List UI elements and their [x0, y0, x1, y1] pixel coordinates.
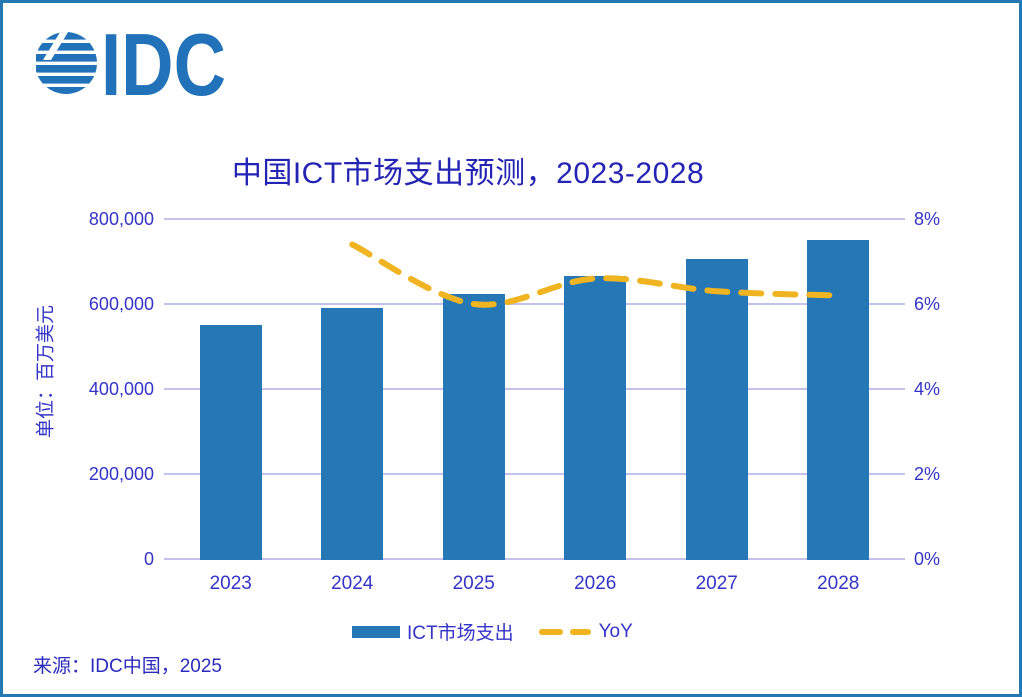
bar-2025	[442, 293, 505, 560]
x-axis-label: 2023	[209, 573, 252, 594]
left-tick-label: 0	[143, 549, 154, 569]
bar-2028	[807, 239, 870, 560]
bar-swatch	[352, 625, 400, 638]
legend: ICT市场支出 YoY	[352, 618, 633, 645]
gridline	[164, 218, 905, 220]
legend-label-yoy: YoY	[598, 620, 633, 642]
x-axis-label: 2027	[695, 573, 738, 594]
right-tick-label: 2%	[914, 464, 941, 484]
right-tick-label: 0%	[914, 549, 941, 569]
chart-title: 中国ICT市场支出预测，2023-2028	[231, 157, 705, 190]
globe-icon	[36, 32, 97, 94]
legend-item-yoy: YoY	[538, 621, 633, 643]
bar-2026	[564, 275, 627, 560]
x-axis-label: 2028	[817, 573, 860, 594]
x-axis-label: 2026	[574, 573, 617, 594]
right-tick-label: 8%	[914, 209, 941, 229]
legend-item-ict: ICT市场支出	[352, 618, 514, 645]
gridline	[164, 558, 905, 560]
source-note: 来源：IDC中国，2025	[33, 656, 222, 677]
dashed-line-swatch	[538, 628, 591, 635]
right-tick-label: 6%	[914, 294, 941, 314]
x-axis-label: 2025	[452, 573, 495, 594]
left-tick-label: 800,000	[88, 209, 154, 229]
left-tick-label: 200,000	[88, 464, 154, 484]
left-tick-label: 400,000	[88, 379, 154, 399]
legend-label-ict: ICT市场支出	[407, 623, 514, 644]
x-axis-label: 2024	[331, 573, 374, 594]
idc-logo: IDC	[36, 29, 226, 99]
bar-2024	[321, 308, 384, 560]
right-tick-label: 4%	[914, 379, 941, 399]
gridline	[164, 388, 905, 390]
logo-text: IDC	[101, 29, 226, 99]
bar-2027	[685, 258, 748, 560]
gridline	[164, 473, 905, 475]
left-tick-label: 600,000	[88, 294, 154, 314]
gridline	[164, 303, 905, 305]
bar-2023	[199, 325, 262, 560]
